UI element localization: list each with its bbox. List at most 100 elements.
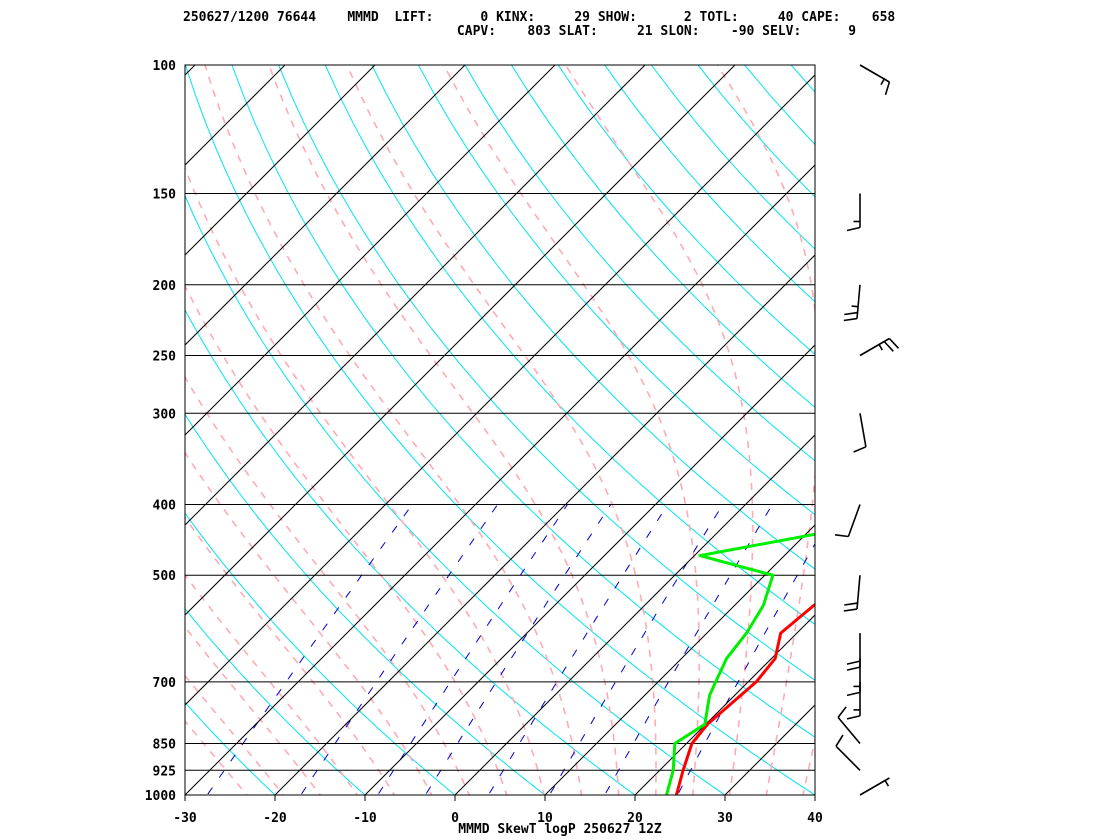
wind-barb-half-flag <box>880 78 885 85</box>
isotherm <box>185 65 646 526</box>
moist-adiabat <box>185 720 248 795</box>
isotherm <box>905 65 1120 795</box>
temperature-tick-label: 10 <box>537 811 553 826</box>
temperature-tick-label: -30 <box>173 811 197 826</box>
temperature-tick-label: 30 <box>717 811 733 826</box>
moist-adiabat <box>185 284 508 795</box>
wind-barb <box>859 777 890 796</box>
moist-adiabat <box>185 375 471 795</box>
temperature-tick-label: 20 <box>627 811 643 826</box>
plot-area <box>0 65 1120 811</box>
moist-adiabat <box>185 165 545 795</box>
temperature-tick-label: -10 <box>353 811 377 826</box>
chart-title: MMMD SkewT logP 250627 12Z <box>458 822 662 837</box>
dry-adiabat <box>511 65 815 408</box>
moist-adiabat <box>268 65 620 795</box>
wind-barb-flag <box>843 317 858 322</box>
dry-adiabat <box>744 65 815 146</box>
mixing-ratio-line <box>604 504 773 795</box>
wind-barb-flag <box>837 706 847 718</box>
mixing-ratio-line <box>487 504 669 795</box>
moist-adiabat <box>185 573 359 795</box>
dry-adiabat <box>231 65 815 738</box>
moist-adiabat <box>185 516 396 795</box>
wind-barb <box>847 504 861 537</box>
dry-adiabat <box>790 65 815 93</box>
pressure-tick-label: 250 <box>153 350 177 365</box>
isotherm <box>724 704 815 795</box>
pressure-tick-label: 100 <box>153 59 177 74</box>
mixing-ratio-line <box>549 504 724 795</box>
temperature-tick-label: -20 <box>263 811 287 826</box>
isotherm <box>0 65 105 795</box>
isotherm <box>634 614 815 795</box>
wind-barb-flag <box>846 226 861 232</box>
wind-barb-flag <box>846 660 861 665</box>
isotherm <box>185 65 286 166</box>
moist-adiabat <box>185 451 433 795</box>
dry-adiabat <box>557 65 815 356</box>
pressure-tick-label: 200 <box>153 279 177 294</box>
mixing-ratio-line <box>300 504 499 795</box>
dry-adiabat <box>278 65 815 681</box>
dry-adiabat <box>697 65 815 198</box>
wind-barb-flag <box>844 311 858 316</box>
wind-barb-flag <box>843 608 858 612</box>
dry-adiabat <box>417 65 815 516</box>
dry-adiabat <box>185 512 456 795</box>
moist-adiabat <box>185 674 285 795</box>
moist-adiabat <box>716 65 815 795</box>
moist-adiabat <box>204 65 583 795</box>
moist-adiabat <box>443 65 700 795</box>
dry-adiabat <box>1024 65 1120 811</box>
wind-barb-half-flag <box>878 344 883 351</box>
dry-adiabat <box>931 65 1120 811</box>
isotherm <box>185 65 736 616</box>
pressure-tick-label: 925 <box>153 764 176 779</box>
dewpoint-profile <box>665 532 815 795</box>
temperature-tick-label: 40 <box>807 811 823 826</box>
pressure-tick-label: 400 <box>153 499 177 514</box>
wind-barb-flag <box>883 340 894 352</box>
dry-adiabat <box>185 413 546 795</box>
wind-barb <box>856 284 861 319</box>
mixing-ratio-line <box>206 504 413 795</box>
wind-barb-flag <box>846 691 861 697</box>
isotherm <box>0 65 15 795</box>
moist-adiabat <box>346 65 657 795</box>
dry-adiabat <box>371 65 815 570</box>
header-line-1: 250627/1200 76644 MMMD LIFT: 0 KINX: 29 … <box>183 10 896 25</box>
pressure-tick-label: 1000 <box>145 789 176 804</box>
dry-adiabat <box>884 65 1120 811</box>
dry-adiabat <box>324 65 815 625</box>
temperature-tick-label: 0 <box>451 811 459 826</box>
wind-barb-flag <box>884 81 891 96</box>
pressure-tick-label: 150 <box>153 188 177 203</box>
wind-barb-half-flag <box>851 305 859 308</box>
dry-adiabat <box>185 308 636 795</box>
isotherm <box>185 65 376 256</box>
wind-barb-half-flag <box>884 780 890 787</box>
wind-barb-flag <box>853 446 867 453</box>
wind-barb <box>837 716 861 745</box>
dry-adiabat <box>185 701 276 795</box>
temperature-profile <box>674 603 815 795</box>
isotherm <box>274 254 815 795</box>
isotherm <box>185 65 556 436</box>
wind-barb-flag <box>835 734 844 747</box>
pressure-tick-label: 500 <box>153 569 177 584</box>
wind-barb-flag <box>846 715 861 720</box>
pressure-tick-label: 700 <box>153 676 177 691</box>
header-line-2: CAPV: 803 SLAT: 21 SLON: -90 SELV: 9 <box>183 24 857 39</box>
wind-barb <box>859 337 890 357</box>
dry-adiabat <box>0 65 109 811</box>
dry-adiabat <box>1071 65 1120 811</box>
wind-barb <box>859 413 867 447</box>
wind-barb-flag <box>844 602 858 606</box>
pressure-tick-label: 850 <box>153 738 177 753</box>
isotherm <box>185 65 466 346</box>
wind-barb-flag <box>888 337 900 349</box>
dry-adiabat <box>838 65 1120 811</box>
plot-frame <box>184 64 816 796</box>
